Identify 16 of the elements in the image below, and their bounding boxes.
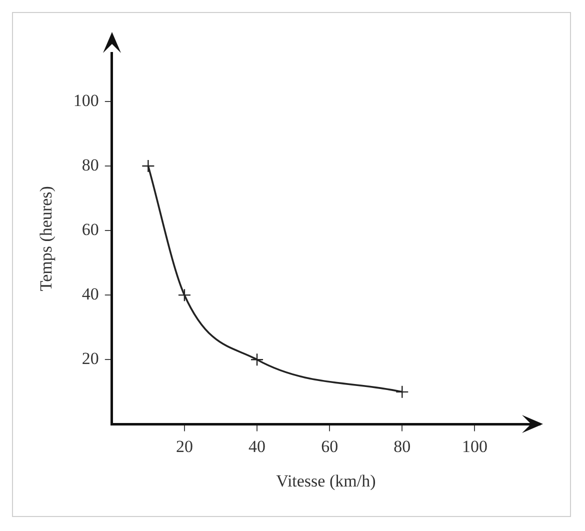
y-axis-title: Temps (heures) — [36, 186, 56, 292]
x-tick-label: 60 — [321, 436, 338, 456]
y-tick-label: 60 — [82, 220, 99, 239]
x-tick-label: 80 — [394, 436, 411, 456]
x-tick-label: 100 — [462, 436, 488, 456]
y-tick-label: 100 — [73, 90, 99, 110]
x-tick-label: 40 — [248, 436, 266, 456]
x-tick-label: 20 — [176, 436, 193, 456]
x-axis-title: Vitesse (km/h) — [276, 471, 376, 490]
y-tick-label: 40 — [82, 284, 99, 304]
point — [178, 288, 192, 302]
point — [396, 385, 409, 399]
point — [142, 159, 155, 173]
point — [250, 353, 264, 366]
y-tick-label: 20 — [82, 349, 99, 368]
y-tick-label: 80 — [82, 155, 99, 174]
